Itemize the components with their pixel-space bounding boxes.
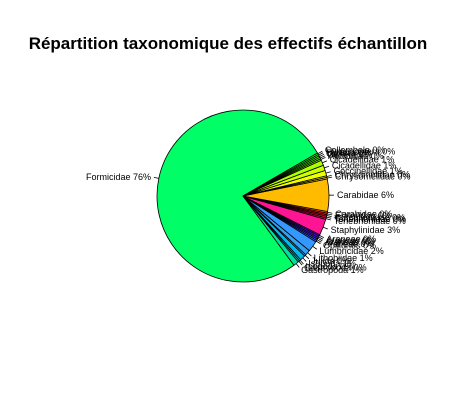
pie-slice-label: Coccinellidae 1%	[334, 166, 403, 176]
pie-label-tick	[316, 239, 322, 243]
pie-label-tick	[317, 237, 323, 242]
pie-slice-label: Lumbricidae 2%	[319, 246, 384, 256]
pie-slice-label: Araneae 0%	[326, 236, 376, 246]
pie-slice-label: Carabidae 0%	[335, 209, 392, 219]
pie-slice-label: Hymenoptera 0%	[326, 146, 396, 156]
pie-label-tick	[317, 150, 323, 155]
pie-slice-label: Lithobiidae 1%	[314, 253, 373, 263]
pie-label-tick	[307, 252, 312, 257]
pie-label-tick	[318, 152, 324, 156]
pie-slice-label: Aphididae 0%	[328, 151, 384, 161]
pie-label-tick	[298, 261, 303, 266]
pie-slice-label: Isopoda 0%	[305, 261, 353, 271]
pie-slice-label: Tenebrionidae 0%	[334, 214, 406, 224]
pie-label-tick	[319, 153, 325, 157]
pie-slice-label: Diptera 0%	[327, 150, 372, 160]
pie-slice-label: Curculionidae 0%	[335, 212, 406, 222]
pie-label-tick	[304, 255, 310, 260]
pie-slice-label: Opiliones 0%	[323, 240, 376, 250]
pie-label-tick	[326, 216, 332, 219]
pie-slice-label: Formicidae 76%	[86, 172, 151, 182]
pie-label-tick	[327, 213, 333, 216]
pie-slice-label: Diptera 0%	[327, 148, 372, 158]
pie-label-tick	[326, 215, 332, 217]
pie-label-tick	[320, 157, 326, 160]
pie-slice-label: Elateridae 0%	[335, 211, 391, 221]
pie-slice-label: Collembola 0%	[325, 145, 386, 155]
pie-label-tick	[322, 226, 328, 230]
pie-label-tick	[324, 165, 330, 169]
pie-label-tick	[327, 211, 333, 214]
pie-slice-label: Tenebrionidae 0%	[334, 216, 406, 226]
pie-labels: Formicidae 76% Gastropoda 1%Gastropoda 0%…	[86, 145, 411, 275]
pie-label-tick	[322, 160, 328, 164]
pie-slice-label: Julida 0%	[311, 256, 350, 266]
pie-label-tick	[312, 246, 318, 250]
pie-label-tick	[316, 240, 321, 245]
pie-label-tick	[295, 263, 300, 268]
pie-label-tick	[326, 175, 332, 177]
chart-title: Répartition taxonomique des effectifs éc…	[29, 34, 428, 53]
pie-label-tick	[318, 236, 324, 240]
pie-slice-label: Araneae 0%	[325, 237, 375, 247]
pie-slice-label: Carabidae 6%	[337, 190, 394, 200]
pie-slice-label: Chrysomelidae 0%	[335, 170, 411, 180]
pie-slice-label: Cicadellidae 1%	[330, 155, 395, 165]
pie-slice-label: Cicadellidae 1%	[332, 160, 397, 170]
pie-slice-label: Chrysomelidae 0%	[335, 171, 411, 181]
pie-label-tick	[302, 257, 307, 262]
pie-label-tick	[319, 235, 325, 239]
pie-slice-label: Isopoda 1%	[308, 259, 356, 269]
pie-label-tick	[153, 176, 159, 179]
pie-slice-label: Araneae 0%	[324, 239, 374, 249]
pie-slice-label: Araneae 0%	[327, 234, 377, 244]
pie-label-tick	[320, 155, 325, 159]
pie-label-tick	[325, 218, 331, 221]
pie-slice-label: Gastropoda 1%	[301, 265, 364, 275]
pie-label-tick	[299, 260, 304, 265]
pie-slice-label: Gastropoda 0%	[304, 262, 367, 272]
pie-slice	[156, 109, 319, 283]
pie-slice-label: Staphylinidae 3%	[331, 225, 401, 235]
pie-label-tick	[327, 176, 333, 179]
pie-label-tick	[325, 171, 331, 174]
pie-slices	[156, 109, 330, 283]
